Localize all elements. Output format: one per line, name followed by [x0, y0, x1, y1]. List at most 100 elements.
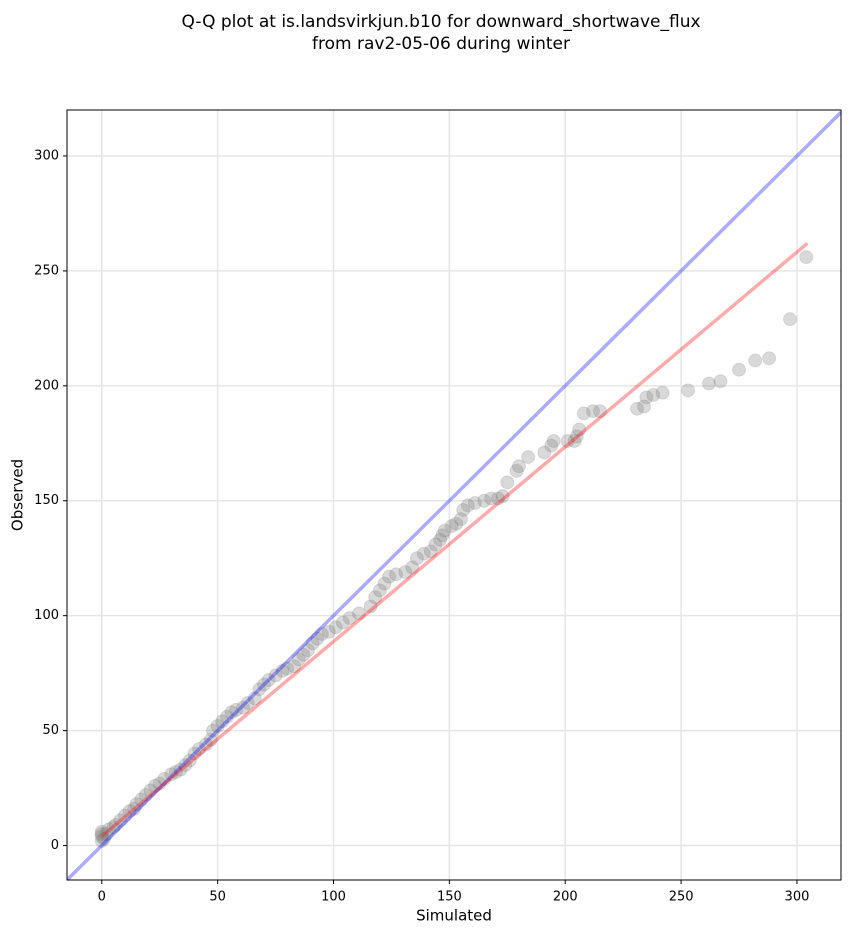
point	[252, 682, 267, 697]
x-tick-label: 200	[553, 890, 578, 905]
point	[732, 362, 747, 377]
point	[247, 691, 262, 706]
reference-line	[100, 241, 809, 838]
point	[229, 702, 244, 717]
point	[398, 565, 413, 579]
point	[567, 433, 582, 448]
chart-title: from rav2-05-06 during winter	[312, 34, 570, 54]
point	[428, 537, 443, 552]
point	[372, 583, 387, 598]
y-tick-label: 100	[34, 608, 59, 623]
point	[94, 833, 109, 848]
y-tick-label: 50	[42, 723, 59, 738]
point	[491, 491, 506, 506]
point	[287, 659, 302, 674]
point	[280, 661, 295, 676]
point	[630, 401, 645, 416]
point	[521, 450, 536, 465]
point	[576, 406, 591, 421]
point	[192, 741, 207, 756]
point	[681, 383, 696, 398]
point	[261, 673, 276, 688]
point	[94, 827, 109, 842]
x-tick-label: 50	[209, 890, 226, 905]
point	[437, 523, 452, 538]
point	[500, 475, 515, 490]
point	[748, 353, 763, 368]
point	[423, 544, 438, 559]
point	[268, 668, 283, 683]
point	[178, 758, 193, 773]
plot-area	[67, 111, 841, 880]
point	[210, 719, 225, 733]
point	[511, 459, 526, 474]
point	[377, 576, 392, 591]
point	[389, 567, 404, 582]
point	[456, 502, 471, 517]
point	[477, 493, 492, 508]
point	[305, 636, 320, 651]
point	[164, 767, 179, 782]
point	[97, 831, 112, 846]
point	[572, 422, 587, 437]
x-tick-label: 150	[437, 890, 462, 905]
point	[637, 399, 652, 414]
x-tick-label: 100	[321, 890, 346, 905]
point	[99, 827, 114, 842]
y-tick-label: 0	[51, 838, 59, 853]
point	[342, 610, 357, 625]
point	[560, 433, 575, 448]
y-tick-label: 150	[34, 493, 59, 508]
point	[646, 388, 661, 403]
point	[537, 445, 552, 460]
point	[713, 374, 728, 389]
point	[655, 385, 670, 400]
x-tick-label: 0	[98, 890, 106, 905]
point	[94, 824, 109, 839]
point	[152, 776, 167, 791]
grid	[67, 110, 841, 880]
point	[173, 762, 188, 777]
point	[236, 700, 251, 715]
point	[639, 390, 654, 405]
point	[433, 532, 448, 547]
point	[106, 820, 121, 835]
point	[495, 489, 510, 504]
point	[203, 732, 218, 747]
point	[122, 804, 137, 819]
reference-line	[67, 111, 841, 880]
point	[416, 546, 431, 561]
point	[101, 822, 116, 837]
point	[435, 528, 450, 543]
point	[127, 801, 142, 816]
point	[168, 764, 183, 779]
point	[449, 516, 464, 531]
point	[310, 631, 325, 646]
y-tick-label: 250	[34, 263, 59, 278]
point	[586, 404, 601, 419]
point	[240, 696, 255, 711]
point	[799, 250, 814, 265]
point	[199, 737, 214, 752]
point	[215, 714, 230, 729]
chart-title: Q-Q plot at is.landsvirkjun.b10 for down…	[181, 12, 700, 32]
point	[460, 498, 475, 513]
point	[134, 792, 149, 807]
point	[301, 643, 316, 658]
point	[484, 491, 499, 506]
point	[409, 551, 424, 566]
point	[701, 376, 716, 391]
point	[108, 817, 123, 832]
x-tick-label: 300	[785, 890, 810, 905]
point	[382, 569, 397, 584]
point	[296, 647, 311, 662]
point	[138, 787, 153, 802]
point	[187, 746, 202, 761]
point	[148, 778, 163, 793]
point	[129, 797, 144, 812]
point	[94, 829, 109, 844]
point	[569, 429, 584, 444]
x-axis-label: Simulated	[416, 907, 492, 925]
point	[783, 312, 798, 327]
